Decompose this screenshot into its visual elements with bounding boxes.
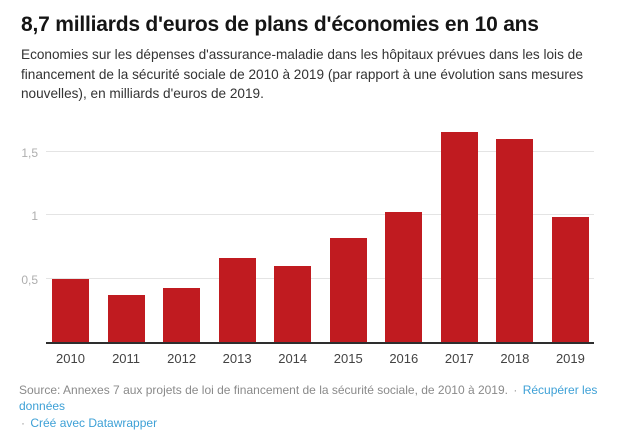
x-tick-label-2018: 2018 — [496, 351, 533, 366]
datawrapper-credit-link[interactable]: Créé avec Datawrapper — [30, 416, 157, 430]
bar-2015[interactable] — [330, 238, 367, 342]
footer: Source: Annexes 7 aux projets de loi de … — [19, 382, 606, 431]
chart-subtitle: Economies sur les dépenses d'assurance-m… — [21, 45, 601, 104]
bar-2010[interactable] — [52, 279, 89, 342]
bar-2012[interactable] — [163, 288, 200, 342]
plot-area — [46, 130, 594, 344]
source-text: Source: Annexes 7 aux projets de loi de … — [19, 383, 508, 397]
bar-2018[interactable] — [496, 139, 533, 342]
bar-2017[interactable] — [441, 132, 478, 342]
x-tick-label-2012: 2012 — [163, 351, 200, 366]
chart-title: 8,7 milliards d'euros de plans d'économi… — [21, 12, 606, 38]
y-tick-label-1,5: 1,5 — [0, 146, 38, 160]
bar-2019[interactable] — [552, 217, 589, 342]
datawrapper-chart: 8,7 milliards d'euros de plans d'économi… — [0, 12, 626, 428]
separator-dot: · — [19, 416, 27, 430]
x-tick-label-2016: 2016 — [385, 351, 422, 366]
x-tick-label-2011: 2011 — [108, 351, 145, 366]
bar-2013[interactable] — [219, 258, 256, 342]
bar-2016[interactable] — [385, 212, 422, 342]
x-tick-label-2015: 2015 — [330, 351, 367, 366]
x-axis-labels: 2010 2011 2012 2013 2014 2015 2016 2017 2018 2019 — [46, 351, 594, 366]
separator-dot: · — [511, 383, 519, 397]
x-tick-label-2010: 2010 — [52, 351, 89, 366]
x-tick-label-2013: 2013 — [219, 351, 256, 366]
y-tick-label-0,5: 0,5 — [0, 273, 38, 287]
bars-container — [46, 130, 594, 342]
y-tick-label-1: 1 — [0, 209, 38, 223]
x-tick-label-2014: 2014 — [274, 351, 311, 366]
x-tick-label-2019: 2019 — [552, 351, 589, 366]
bar-2014[interactable] — [274, 266, 311, 342]
bar-chart: 0,5 1 1,5 2010 2011 2012 2013 2014 2015 2016 2017… — [0, 130, 626, 372]
x-tick-label-2017: 2017 — [441, 351, 478, 366]
bar-2011[interactable] — [108, 295, 145, 342]
